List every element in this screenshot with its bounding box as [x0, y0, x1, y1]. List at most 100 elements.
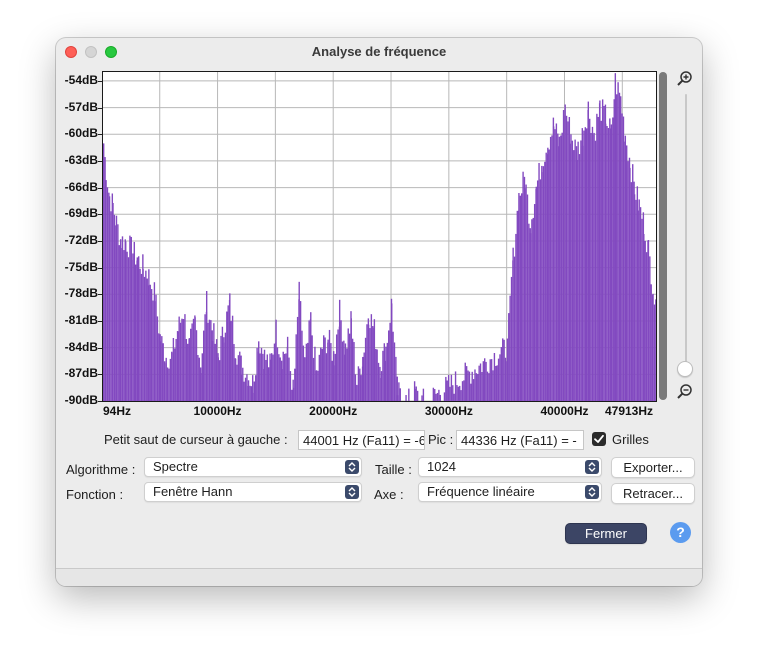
spectrum-bar	[452, 385, 454, 401]
spectrum-bar	[388, 330, 390, 401]
spectrum-bar	[134, 264, 137, 401]
spectrum-bar	[599, 100, 601, 402]
y-tick-mark	[98, 240, 102, 242]
spectrum-bar	[552, 126, 555, 402]
spectrum-bar	[377, 362, 380, 401]
spectrum-bar	[210, 320, 212, 401]
spectrum-bar	[383, 343, 386, 401]
spectrum-bar	[641, 218, 643, 401]
spectrum-bar	[597, 116, 599, 401]
spectrum-bar	[438, 389, 440, 401]
peak-value-field[interactable]: 44336 Hz (Fa11) = -	[456, 430, 584, 450]
size-select[interactable]: 1024	[418, 457, 602, 477]
spectrum-bar	[252, 375, 254, 401]
spectrum-bar	[338, 299, 341, 401]
x-tick-label: 94Hz	[103, 404, 132, 418]
spectrum-bar	[118, 245, 120, 401]
spectrum-bar	[536, 180, 539, 401]
spectrum-bar	[515, 233, 517, 401]
zoom-slider-knob[interactable]	[677, 361, 693, 377]
zoom-in-icon[interactable]	[676, 70, 694, 88]
spectrum-bar	[161, 336, 163, 401]
grids-checkbox[interactable]	[592, 432, 606, 446]
function-select[interactable]: Fenêtre Hann	[144, 482, 362, 502]
export-button[interactable]: Exporter...	[611, 457, 695, 478]
y-tick-label: -84dB	[64, 339, 98, 354]
spectrum-bar	[471, 371, 473, 401]
spectrum-bar	[148, 269, 150, 401]
spectrum-bar	[127, 257, 130, 401]
x-tick-label: 20000Hz	[309, 404, 358, 418]
spectrum-bar	[395, 356, 397, 401]
y-tick-mark	[98, 347, 102, 349]
spectrum-bar	[436, 392, 439, 401]
spectrum-bar	[178, 316, 180, 401]
spectrum-bar	[140, 273, 143, 401]
spectrum-bar	[230, 321, 232, 401]
spectrum-bar	[468, 371, 471, 401]
axis-stepper-icon	[585, 485, 599, 499]
algorithm-select[interactable]: Spectre	[144, 457, 362, 477]
spectrum-bar	[547, 147, 549, 401]
spectrum-plot[interactable]	[102, 71, 657, 402]
zoom-window-button[interactable]	[105, 46, 117, 58]
spectrum-bar	[139, 268, 141, 401]
vertical-scroll-thumb[interactable]	[659, 72, 667, 400]
spectrum-bar	[233, 344, 235, 401]
spectrum-bar	[382, 350, 384, 401]
y-tick-mark	[98, 374, 102, 376]
spectrum-bar	[223, 342, 225, 401]
spectrum-bar	[570, 134, 572, 401]
spectrum-bar	[652, 293, 654, 401]
spectrum-bar	[269, 359, 271, 401]
spectrum-bar	[508, 313, 510, 401]
minimize-window-button[interactable]	[85, 46, 97, 58]
replot-button[interactable]: Retracer...	[611, 483, 695, 504]
axis-select[interactable]: Fréquence linéaire	[418, 482, 602, 502]
spectrum-bar	[386, 342, 389, 401]
spectrum-bar	[653, 304, 656, 401]
spectrum-bar	[236, 364, 238, 401]
zoom-slider-track[interactable]	[685, 94, 687, 374]
spectrum-bar	[344, 343, 347, 401]
spectrum-bar	[617, 82, 619, 401]
spectrum-bar	[321, 349, 324, 401]
spectrum-bar	[577, 141, 579, 402]
spectrum-bar	[220, 335, 222, 401]
spectrum-bar	[635, 199, 637, 401]
spectrum-bar	[525, 184, 527, 401]
spectrum-bar	[112, 202, 114, 401]
spectrum-bar	[581, 145, 584, 401]
frequency-analysis-window: Analyse de fréquence -54dB -57dB -60dB -63d…	[56, 38, 702, 586]
spectrum-bar	[584, 127, 586, 402]
spectrum-bar	[292, 387, 295, 401]
spectrum-bar	[325, 353, 328, 401]
spectrum-bar	[104, 157, 106, 401]
y-tick-label: -69dB	[64, 206, 98, 221]
spectrum-bar	[259, 353, 261, 401]
spectrum-bar	[356, 385, 358, 401]
spectrum-bar	[177, 331, 179, 401]
spectrum-bar	[629, 167, 631, 401]
close-button[interactable]: Fermer	[565, 523, 647, 544]
spectrum-bar	[197, 355, 199, 401]
spectrum-bar	[123, 250, 125, 401]
spectrum-bar	[555, 123, 558, 401]
cursor-value-field[interactable]: 44001 Hz (Fa11) = -6	[298, 430, 425, 450]
y-tick-mark	[98, 401, 102, 402]
spectrum-bar	[557, 133, 559, 401]
spectrum-bar	[262, 353, 264, 401]
vertical-scrollbar[interactable]	[659, 72, 667, 400]
spectrum-bar	[564, 104, 566, 402]
y-tick-label: -60dB	[64, 126, 98, 141]
help-button[interactable]: ?	[670, 522, 691, 543]
spectrum-bar	[497, 358, 500, 401]
spectrum-bar	[627, 161, 629, 401]
spectrum-bar	[286, 336, 289, 401]
spectrum-bar	[493, 352, 496, 401]
spectrum-bar	[518, 193, 520, 401]
spectrum-bar	[182, 319, 185, 401]
zoom-out-icon[interactable]	[676, 383, 694, 401]
close-window-button[interactable]	[65, 46, 77, 58]
spectrum-bar	[539, 179, 542, 401]
